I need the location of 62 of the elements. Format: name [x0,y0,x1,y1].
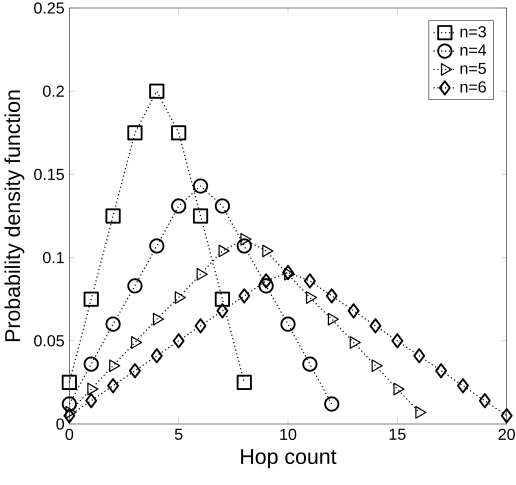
point [282,264,294,280]
point [129,362,141,378]
point [62,374,77,390]
point [413,348,426,364]
x-tick-label: 10 [280,428,296,440]
point [326,288,338,304]
point [194,318,206,334]
point [370,318,382,334]
point [149,238,164,254]
point [172,333,185,348]
x-tick-label: 5 [174,428,182,440]
point [85,392,98,408]
point [127,125,143,140]
point [415,406,426,419]
y-tick-label: 0.25 [34,2,64,14]
point [62,396,77,412]
point [171,198,186,214]
legend-label: n=4 [460,44,486,56]
point [391,333,404,348]
point [348,303,360,318]
point [324,396,340,412]
legend-label: n=5 [460,62,486,74]
x-tick-label: 0 [66,428,74,440]
point [236,238,252,254]
point [84,291,99,307]
point [457,378,469,394]
legend-label: n=3 [460,26,486,38]
point [214,291,230,307]
point [150,348,163,364]
y-tick-label: 0.1 [43,252,64,264]
point [236,374,252,390]
x-axis-title: Hop count [241,449,336,468]
y-tick-label: 0.15 [34,168,64,180]
legend-label: n=6 [460,81,486,92]
point [63,408,76,424]
point [105,208,121,224]
point [84,356,99,372]
y-tick-label: 0.05 [34,334,64,346]
point [105,316,121,332]
point [435,362,448,378]
point [280,316,296,332]
point [260,273,272,288]
point [192,208,208,224]
point [107,378,120,394]
point [87,382,98,396]
point [171,125,186,140]
point [238,288,250,304]
point [192,178,208,194]
y-tick-label: 0.2 [43,85,64,97]
point [214,198,230,214]
point [216,303,228,318]
x-tick-label: 20 [498,428,515,440]
point [149,83,164,99]
point [478,392,491,408]
y-tick-label: 0 [56,418,64,430]
point [258,278,274,294]
y-axis-title: Probability density function [4,90,24,341]
point [127,278,143,294]
point [302,356,318,372]
x-tick-label: 15 [390,428,406,440]
point [304,273,316,288]
point [500,408,513,424]
